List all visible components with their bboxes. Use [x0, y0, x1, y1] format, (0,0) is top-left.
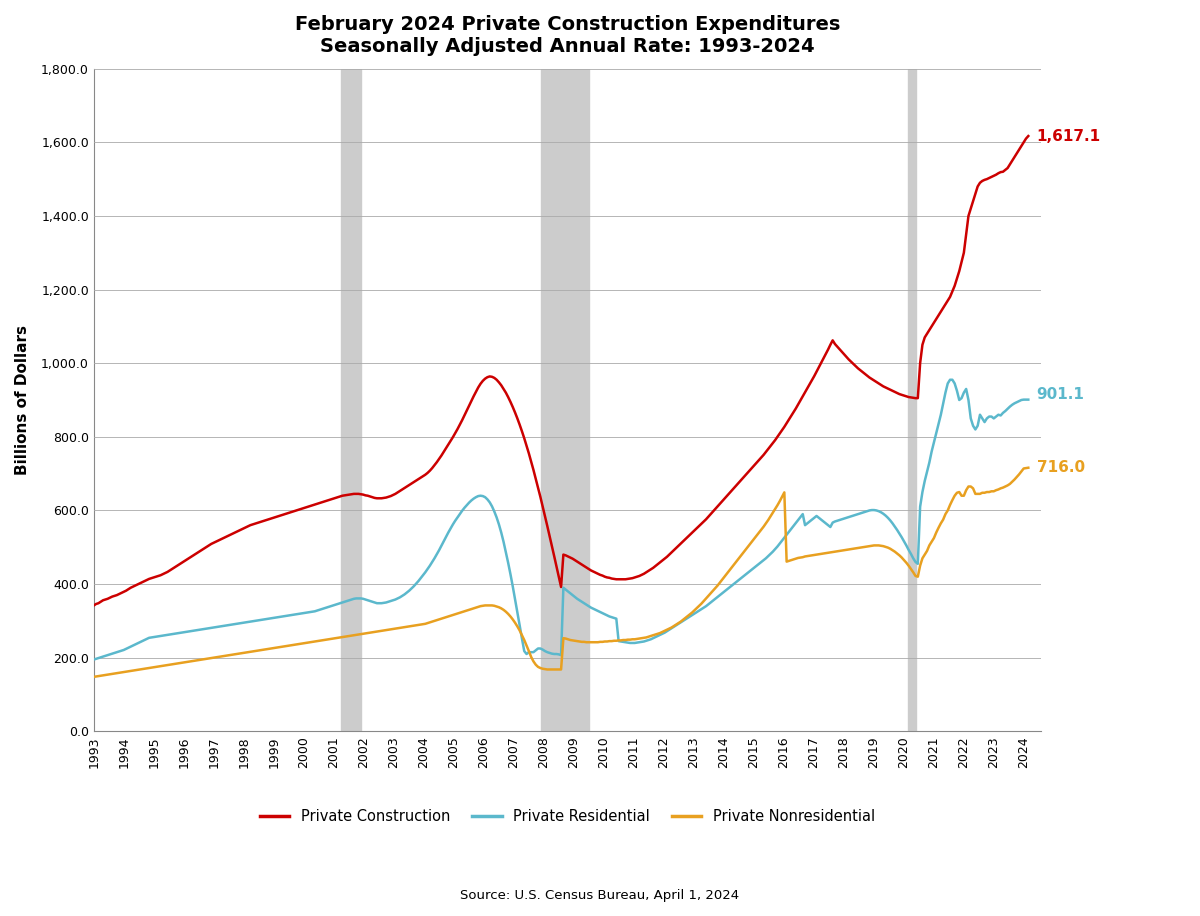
Text: 1,617.1: 1,617.1 — [1037, 128, 1100, 144]
Bar — [341, 69, 361, 731]
Bar — [541, 69, 588, 731]
Text: 716.0: 716.0 — [1037, 460, 1085, 475]
Text: 901.1: 901.1 — [1037, 387, 1085, 401]
Text: Source: U.S. Census Bureau, April 1, 2024: Source: U.S. Census Bureau, April 1, 202… — [461, 889, 739, 902]
Title: February 2024 Private Construction Expenditures
Seasonally Adjusted Annual Rate:: February 2024 Private Construction Expen… — [295, 15, 840, 56]
Y-axis label: Billions of Dollars: Billions of Dollars — [14, 325, 30, 475]
Bar — [908, 69, 916, 731]
Legend: Private Construction, Private Residential, Private Nonresidential: Private Construction, Private Residentia… — [254, 803, 881, 830]
